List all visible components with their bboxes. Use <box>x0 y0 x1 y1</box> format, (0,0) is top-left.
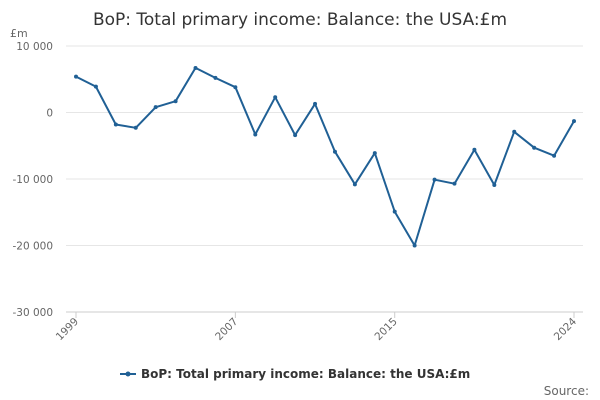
data-point[interactable] <box>113 122 118 127</box>
data-series <box>74 65 576 248</box>
y-tick-label: 0 <box>46 108 53 120</box>
data-point[interactable] <box>153 105 158 110</box>
chart-title: BoP: Total primary income: Balance: the … <box>93 10 507 30</box>
data-point[interactable] <box>213 75 218 80</box>
legend-series-label: BoP: Total primary income: Balance: the … <box>141 367 470 381</box>
y-axis-ticks: 10 000 0 -10 000 -20 000 -30 000 <box>12 41 53 319</box>
data-point[interactable] <box>452 181 457 186</box>
data-point[interactable] <box>532 145 537 150</box>
data-point[interactable] <box>93 84 98 89</box>
data-point[interactable] <box>273 95 278 100</box>
data-point[interactable] <box>313 101 318 106</box>
x-tick-label: 1999 <box>54 316 81 343</box>
data-point[interactable] <box>253 132 258 137</box>
x-tick-label: 2024 <box>552 315 580 343</box>
y-tick-label: 10 000 <box>16 41 53 53</box>
data-point[interactable] <box>392 209 397 214</box>
source-label: Source: <box>544 384 589 398</box>
y-tick-label: -10 000 <box>12 174 53 186</box>
data-point[interactable] <box>472 147 477 152</box>
data-point[interactable] <box>572 119 576 124</box>
x-axis: 1999 2007 2015 2024 <box>54 311 583 343</box>
data-point[interactable] <box>332 149 337 154</box>
series-line <box>75 66 575 247</box>
data-point[interactable] <box>512 129 517 134</box>
data-point[interactable] <box>193 65 198 70</box>
legend-point-marker <box>125 371 131 377</box>
data-point[interactable] <box>372 151 377 156</box>
data-point[interactable] <box>552 153 557 158</box>
x-tick-label: 2015 <box>372 316 399 343</box>
data-point[interactable] <box>133 125 138 130</box>
data-point[interactable] <box>74 74 78 79</box>
x-tick-label: 2007 <box>213 316 240 343</box>
legend: BoP: Total primary income: Balance: the … <box>120 367 470 381</box>
data-point[interactable] <box>233 85 238 90</box>
gridlines <box>66 45 583 246</box>
y-tick-label: -30 000 <box>12 307 53 319</box>
y-tick-label: -20 000 <box>12 241 53 253</box>
data-point[interactable] <box>492 182 497 187</box>
data-point[interactable] <box>352 182 357 187</box>
data-point[interactable] <box>173 99 178 104</box>
data-point[interactable] <box>293 133 298 138</box>
y-axis-unit-label: £m <box>10 27 28 40</box>
data-point[interactable] <box>412 243 417 248</box>
data-point[interactable] <box>432 177 437 182</box>
